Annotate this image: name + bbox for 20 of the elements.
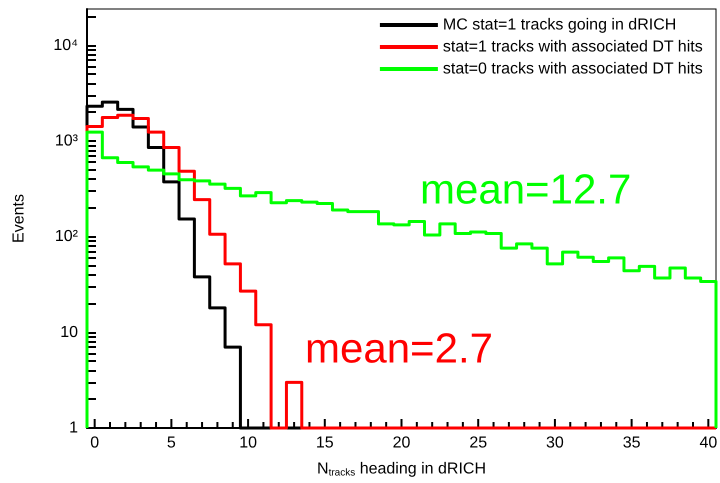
x-tick-label: 25 — [469, 434, 488, 452]
legend-label: stat=1 tracks with associated DT hits — [442, 38, 703, 56]
x-tick-label: 15 — [316, 434, 334, 452]
x-tick-label: 5 — [166, 434, 176, 452]
x-tick-label: 0 — [90, 434, 100, 452]
annotation: mean=12.7 — [420, 166, 632, 212]
y-tick-label: 1 — [69, 420, 78, 436]
x-tick-label: 40 — [699, 434, 718, 452]
x-tick-label: 35 — [622, 434, 641, 452]
legend-label: stat=0 tracks with associated DT hits — [442, 60, 703, 78]
y-tick-label: 10⁴ — [53, 36, 78, 54]
x-tick-label: 10 — [239, 434, 258, 452]
y-tick-label: 10² — [54, 228, 79, 246]
annotation: mean=2.7 — [305, 324, 493, 372]
x-tick-label: 20 — [392, 434, 410, 452]
y-tick-label: 10³ — [54, 132, 79, 150]
y-tick-label: 10 — [60, 324, 78, 341]
legend-label: MC stat=1 tracks going in dRICH — [442, 16, 676, 34]
x-tick-label: 30 — [546, 434, 564, 452]
y-axis-title: Events — [10, 194, 28, 243]
